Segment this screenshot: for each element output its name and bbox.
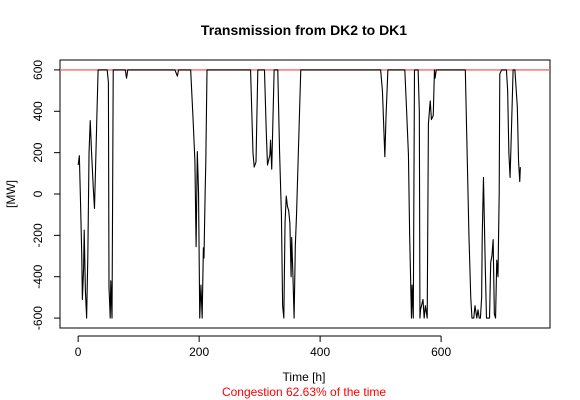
x-axis: 0 200 400 600 [75, 335, 451, 359]
chart-title: Transmission from DK2 to DK1 [201, 22, 407, 38]
x-tick-label: 400 [310, 345, 330, 359]
x-tick-label: 600 [431, 345, 451, 359]
y-tick-label: 600 [31, 60, 45, 80]
y-tick-label: -400 [31, 264, 45, 288]
y-axis: -600 -400 -200 0 200 400 600 [31, 60, 60, 330]
congestion-subtitle: Congestion 62.63% of the time [222, 385, 386, 399]
transmission-series-line [77, 69, 521, 319]
plot-box [59, 59, 551, 329]
y-tick-label: -600 [31, 306, 45, 330]
x-axis-label: Time [h] [283, 370, 326, 384]
y-tick-label: 400 [31, 101, 45, 121]
y-axis-label: [MW] [4, 180, 18, 208]
y-tick-label: 200 [31, 142, 45, 162]
x-tick-label: 0 [75, 345, 82, 359]
y-tick-label: -200 [31, 223, 45, 247]
y-tick-label: 0 [31, 190, 45, 197]
x-tick-label: 200 [189, 345, 209, 359]
